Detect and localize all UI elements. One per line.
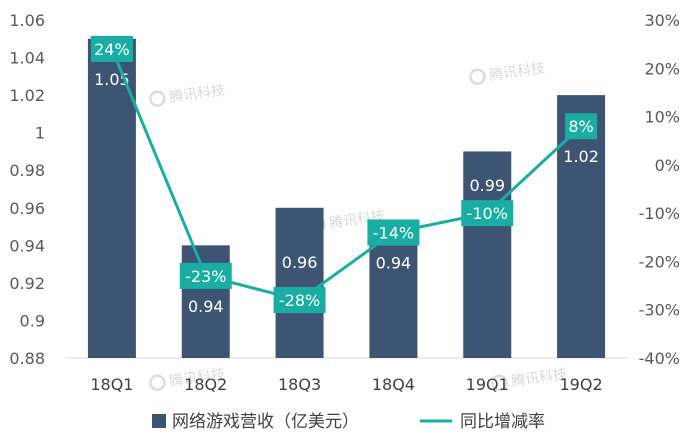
svg-text:-14%: -14% xyxy=(373,223,414,242)
bar-value-label-18Q1: 1.05 xyxy=(94,70,130,89)
left-axis-tick-label: 0.96 xyxy=(9,199,45,218)
svg-text:-23%: -23% xyxy=(185,267,226,286)
bar-18Q3 xyxy=(275,207,324,358)
left-axis-tick-label: 0.92 xyxy=(9,274,45,293)
svg-text:-28%: -28% xyxy=(279,291,320,310)
rate-label-18Q2: -23% xyxy=(179,262,232,289)
x-axis-tick-label: 19Q1 xyxy=(466,375,509,394)
watermark-text: 腾讯科技 xyxy=(168,81,226,106)
right-axis-tick-label: 20% xyxy=(644,59,680,78)
watermark: 腾讯科技 xyxy=(149,81,226,107)
right-axis-tick-label: -40% xyxy=(639,349,680,368)
bar-value-label-18Q3: 0.96 xyxy=(282,253,318,272)
left-axis-tick-label: 0.9 xyxy=(20,311,45,330)
legend-swatch-bar xyxy=(152,414,166,428)
bar-value-label-19Q2: 1.02 xyxy=(563,147,599,166)
right-axis-tick-label: 30% xyxy=(644,11,680,30)
x-axis-tick-label: 18Q1 xyxy=(90,375,133,394)
bar-19Q1 xyxy=(463,151,512,358)
right-axis-tick-label: 10% xyxy=(644,108,680,127)
left-axis-tick-label: 1.04 xyxy=(9,49,45,68)
watermark: 腾讯科技 xyxy=(469,59,546,85)
x-axis-tick-label: 18Q2 xyxy=(184,375,227,394)
svg-text:24%: 24% xyxy=(94,40,130,59)
svg-text:8%: 8% xyxy=(568,117,593,136)
x-axis-tick-label: 18Q3 xyxy=(278,375,321,394)
bar-18Q1 xyxy=(87,38,136,359)
watermark-icon xyxy=(149,374,166,391)
legend-label-line: 同比增减率 xyxy=(460,412,545,432)
svg-text:-10%: -10% xyxy=(467,204,508,223)
x-axis-ticks: 18Q1 18Q2 18Q3 18Q4 19Q1 19Q2 xyxy=(90,375,602,394)
bar-18Q4 xyxy=(369,245,418,358)
right-axis-ticks: -40% -30% -20% -10% 0% 10% 20% 30% xyxy=(639,11,680,368)
right-axis-tick-label: -20% xyxy=(639,252,680,271)
rate-label-18Q1: 24% xyxy=(90,35,133,62)
bar-value-labels: 1.05 0.94 0.96 0.94 0.99 1.02 xyxy=(94,70,599,316)
left-axis-tick-label: 0.98 xyxy=(9,161,45,180)
bar-value-label-18Q4: 0.94 xyxy=(376,253,412,272)
rate-labels: 24% -23% -28% -14% -10% 8% xyxy=(90,35,598,314)
watermark-icon xyxy=(491,374,508,391)
left-axis-tick-label: 0.88 xyxy=(9,349,45,368)
right-axis-tick-label: 0% xyxy=(655,156,680,175)
bar-value-label-18Q2: 0.94 xyxy=(188,297,224,316)
left-axis-tick-label: 1.06 xyxy=(9,11,45,30)
legend: 网络游戏营收（亿美元） 同比增减率 xyxy=(152,412,545,432)
bar-value-label-19Q1: 0.99 xyxy=(469,176,505,195)
right-axis-tick-label: -30% xyxy=(639,301,680,320)
legend-label-bar: 网络游戏营收（亿美元） xyxy=(172,412,359,432)
legend-item-line: 同比增减率 xyxy=(420,412,545,432)
watermark-text: 腾讯科技 xyxy=(488,59,546,84)
rate-label-18Q4: -14% xyxy=(367,219,420,246)
left-axis-tick-label: 1 xyxy=(35,124,45,143)
rate-line-group xyxy=(110,48,583,302)
right-axis-tick-label: -10% xyxy=(639,204,680,223)
watermark-icon xyxy=(149,90,166,107)
rate-line xyxy=(110,48,583,302)
left-axis-tick-label: 1.02 xyxy=(9,86,45,105)
left-axis-tick-label: 0.94 xyxy=(9,236,45,255)
rate-label-19Q1: -10% xyxy=(461,200,514,227)
rate-label-18Q3: -28% xyxy=(273,287,326,314)
legend-item-bar: 网络游戏营收（亿美元） xyxy=(152,412,359,432)
bars xyxy=(87,38,606,359)
x-axis-tick-label: 18Q4 xyxy=(372,375,415,394)
rate-label-19Q2: 8% xyxy=(565,113,598,140)
watermark-icon xyxy=(469,68,486,85)
left-axis-ticks: 0.88 0.9 0.92 0.94 0.96 0.98 1 1.02 1.04 1.06 xyxy=(9,11,45,368)
x-axis-tick-label: 19Q2 xyxy=(560,375,603,394)
